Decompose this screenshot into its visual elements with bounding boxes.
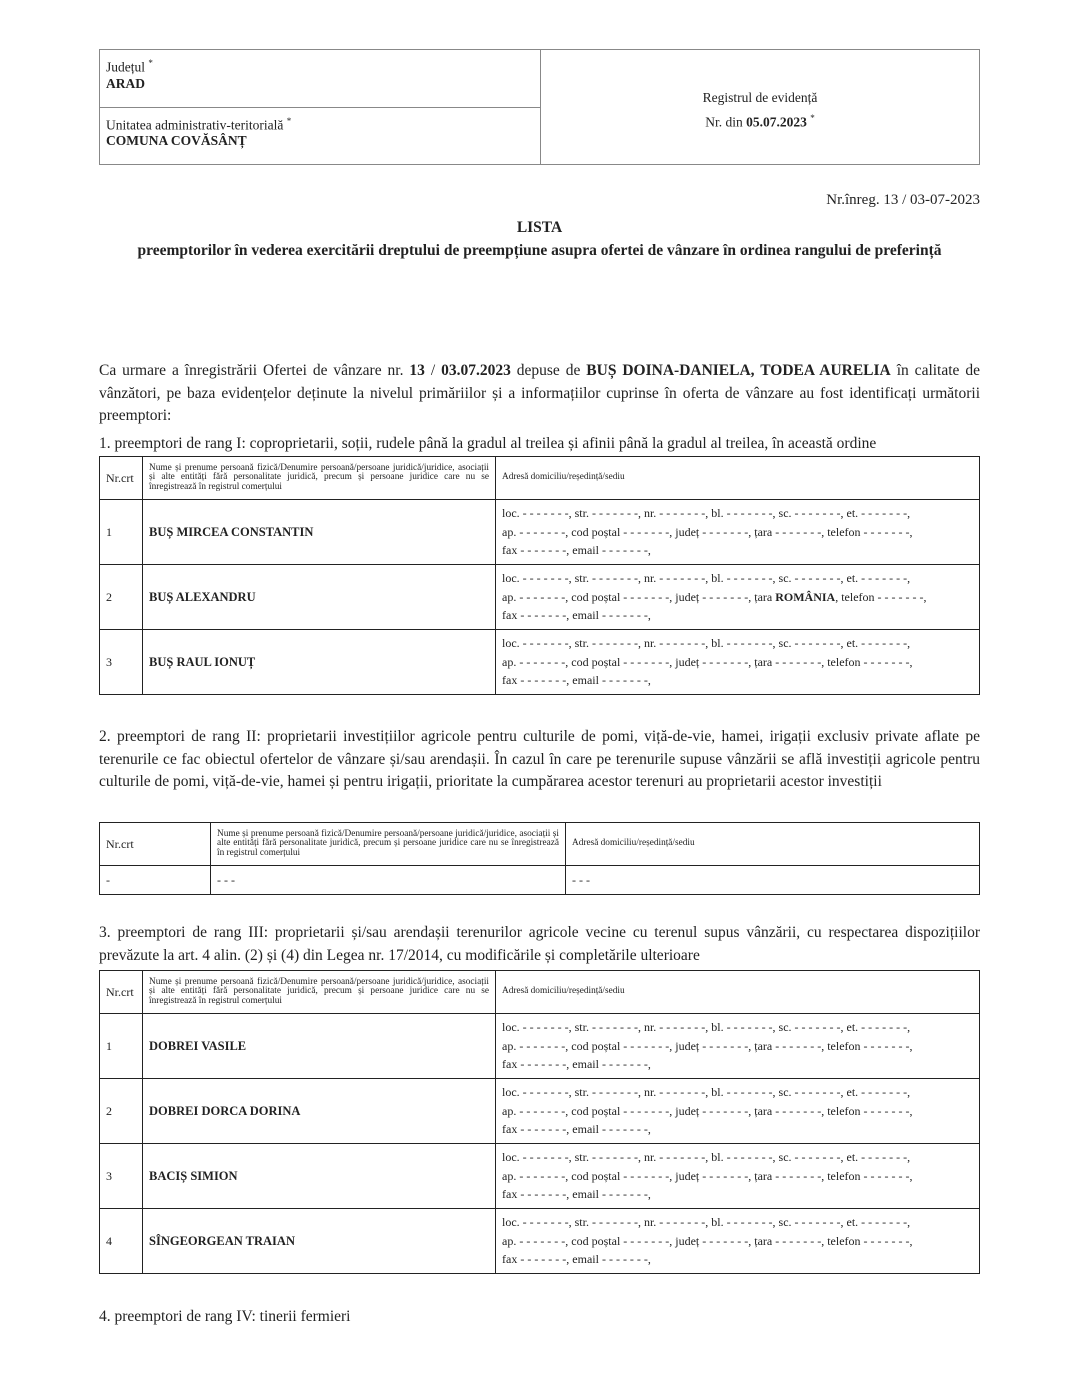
table-row: 4 SÎNGEORGEAN TRAIAN loc. - - - - - - -,…	[99, 1208, 980, 1274]
col-name: Nume și prenume persoană fizică/Denumire…	[142, 970, 496, 1014]
table-row: 1 BUȘ MIRCEA CONSTANTIN loc. - - - - - -…	[99, 499, 980, 565]
col-name: Nume și prenume persoană fizică/Denumire…	[142, 456, 496, 500]
row-nr: -	[99, 865, 211, 895]
required-mark: *	[148, 58, 153, 68]
row-nr: 4	[99, 1208, 143, 1274]
row-address: loc. - - - - - - -, str. - - - - - - -, …	[495, 629, 980, 695]
row-nr: 1	[99, 499, 143, 565]
country-value: - - - - - - -	[775, 1233, 822, 1248]
rank4-heading: 4. preemptori de rang IV: tinerii fermie…	[99, 1308, 351, 1325]
table-row: - - - - - - -	[99, 865, 980, 895]
row-name: BACIȘ SIMION	[142, 1143, 496, 1209]
country-value: - - - - - - -	[775, 654, 822, 669]
row-nr: 2	[99, 564, 143, 630]
country-value: - - - - - - -	[775, 1168, 822, 1183]
register-cell: Registrul de evidență Nr. din 05.07.2023 …	[541, 50, 979, 164]
rank3-table: Nr.crt Nume și prenume persoană fizică/D…	[99, 970, 980, 1274]
required-mark: *	[810, 113, 815, 123]
row-name: SÎNGEORGEAN TRAIAN	[142, 1208, 496, 1274]
rank1-table: Nr.crt Nume și prenume persoană fizică/D…	[99, 456, 980, 695]
row-name: BUȘ ALEXANDRU	[142, 564, 496, 630]
register-date: 05.07.2023	[746, 114, 807, 130]
country-value: - - - - - - -	[775, 524, 822, 539]
rank3-heading: 3. preemptori de rang III: proprietarii …	[99, 924, 980, 964]
row-address: loc. - - - - - - -, str. - - - - - - -, …	[495, 1013, 980, 1079]
county-value: ARAD	[106, 75, 145, 91]
col-nr: Nr.crt	[99, 456, 143, 500]
rank2-table: Nr.crt Nume și prenume persoană fizică/D…	[99, 822, 980, 895]
col-name: Nume și prenume persoană fizică/Denumire…	[210, 822, 566, 866]
row-name: BUȘ MIRCEA CONSTANTIN	[142, 499, 496, 565]
country-value: ROMÂNIA	[775, 589, 836, 604]
county-cell: Județul * ARAD	[100, 50, 540, 108]
row-address: - - -	[565, 865, 980, 895]
table-row: 2 DOBREI DORCA DORINA loc. - - - - - - -…	[99, 1078, 980, 1144]
row-address: loc. - - - - - - -, str. - - - - - - -, …	[495, 1143, 980, 1209]
uat-label: Unitatea administrativ-teritorială	[106, 117, 284, 132]
county-label: Județul	[106, 59, 145, 75]
row-nr: 3	[99, 629, 143, 695]
required-mark: *	[286, 115, 292, 126]
uat-cell: Unitatea administrativ-teritorială * COMU…	[100, 108, 540, 165]
doc-title: LISTA	[516, 219, 563, 236]
row-address: loc. - - - - - - -, str. - - - - - - -, …	[495, 564, 980, 630]
table-row: 3 BUȘ RAUL IONUȚ loc. - - - - - - -, str…	[99, 629, 980, 695]
rank1-heading: 1. preemptori de rang I: coproprietarii,…	[99, 435, 877, 452]
col-nr: Nr.crt	[99, 822, 211, 866]
row-name: BUȘ RAUL IONUȚ	[142, 629, 496, 695]
rank2-heading: 2. preemptori de rang II: proprietarii i…	[99, 728, 980, 790]
table-header-row: Nr.crt Nume și prenume persoană fizică/D…	[99, 456, 980, 500]
col-address: Adresă domiciliu/reședință/sediu	[495, 970, 980, 1014]
uat-value: COMUNA COVĂSÂNȚ	[106, 133, 247, 148]
row-name: DOBREI VASILE	[142, 1013, 496, 1079]
col-address: Adresă domiciliu/reședință/sediu	[495, 456, 980, 500]
nr-label: Nr. din	[705, 114, 743, 130]
row-nr: 2	[99, 1078, 143, 1144]
doc-subtitle: preemptorilor în vederea exercitării dre…	[137, 242, 942, 259]
country-value: - - - - - - -	[775, 1038, 822, 1053]
table-row: 3 BACIȘ SIMION loc. - - - - - - -, str. …	[99, 1143, 980, 1209]
table-header-row: Nr.crt Nume și prenume persoană fizică/D…	[99, 822, 980, 866]
table-header-row: Nr.crt Nume și prenume persoană fizică/D…	[99, 970, 980, 1014]
registration-number: Nr.înreg. 13 / 03-07-2023	[826, 192, 980, 208]
country-value: - - - - - - -	[775, 1103, 822, 1118]
row-address: loc. - - - - - - -, str. - - - - - - -, …	[495, 499, 980, 565]
row-address: loc. - - - - - - -, str. - - - - - - -, …	[495, 1078, 980, 1144]
table-row: 2 BUȘ ALEXANDRU loc. - - - - - - -, str.…	[99, 564, 980, 630]
col-nr: Nr.crt	[99, 970, 143, 1014]
header-box: Județul * ARAD Unitatea administrativ-ter…	[99, 49, 980, 165]
row-nr: 1	[99, 1013, 143, 1079]
row-nr: 3	[99, 1143, 143, 1209]
register-label: Registrul de evidență	[702, 90, 818, 105]
table-row: 1 DOBREI VASILE loc. - - - - - - -, str.…	[99, 1013, 980, 1079]
col-address: Adresă domiciliu/reședință/sediu	[565, 822, 980, 866]
row-address: loc. - - - - - - -, str. - - - - - - -, …	[495, 1208, 980, 1274]
row-name: - - -	[210, 865, 566, 895]
row-name: DOBREI DORCA DORINA	[142, 1078, 496, 1144]
intro-paragraph: Ca urmare a înregistrării Ofertei de vân…	[99, 362, 980, 424]
